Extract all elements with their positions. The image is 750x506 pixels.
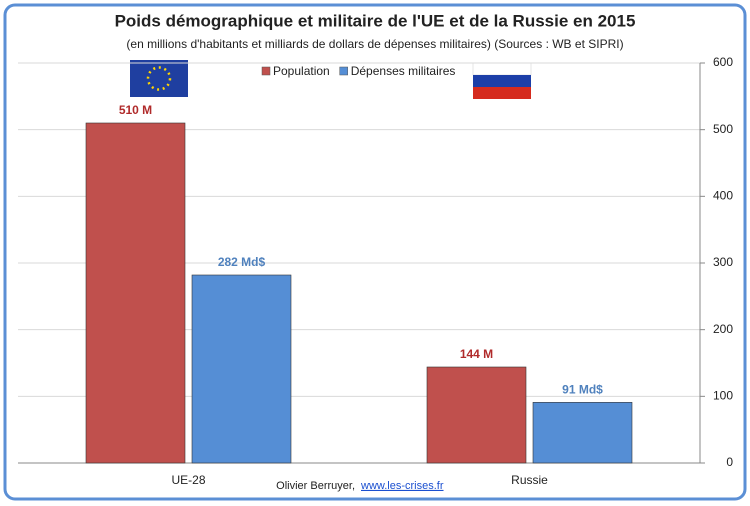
value-label: 282 Md$: [218, 255, 266, 269]
bar: [85, 122, 186, 464]
legend-label: Dépenses militaires: [351, 64, 456, 78]
x-tick-label: UE-28: [171, 473, 205, 487]
value-label: 510 M: [119, 103, 152, 117]
y-tick-label: 500: [713, 122, 733, 136]
y-tick-label: 400: [713, 189, 733, 203]
value-label: 91 Md$: [562, 383, 603, 397]
value-label: 144 M: [460, 347, 493, 361]
bar: [532, 402, 633, 464]
y-tick-label: 100: [713, 389, 733, 403]
x-tick-label: Russie: [511, 473, 548, 487]
y-tick-label: 0: [726, 455, 733, 469]
credit-author: Olivier Berruyer,: [276, 480, 355, 492]
bar: [426, 366, 527, 464]
legend-swatch: [261, 66, 271, 76]
credit-link[interactable]: www.les-crises.fr: [360, 480, 444, 492]
legend-label: Population: [273, 64, 330, 78]
legend-swatch: [339, 66, 348, 76]
y-tick-label: 300: [713, 255, 733, 269]
bar: [191, 274, 292, 464]
russia-flag: [472, 62, 532, 99]
eu-flag: [130, 60, 188, 97]
y-tick-label: 200: [713, 322, 733, 336]
chart-subtitle: (en millions d'habitants et milliards de…: [126, 37, 623, 51]
chart-frame: [3, 3, 747, 501]
chart-title: Poids démographique et militaire de l'UE…: [115, 11, 636, 30]
y-tick-label: 600: [713, 55, 733, 69]
